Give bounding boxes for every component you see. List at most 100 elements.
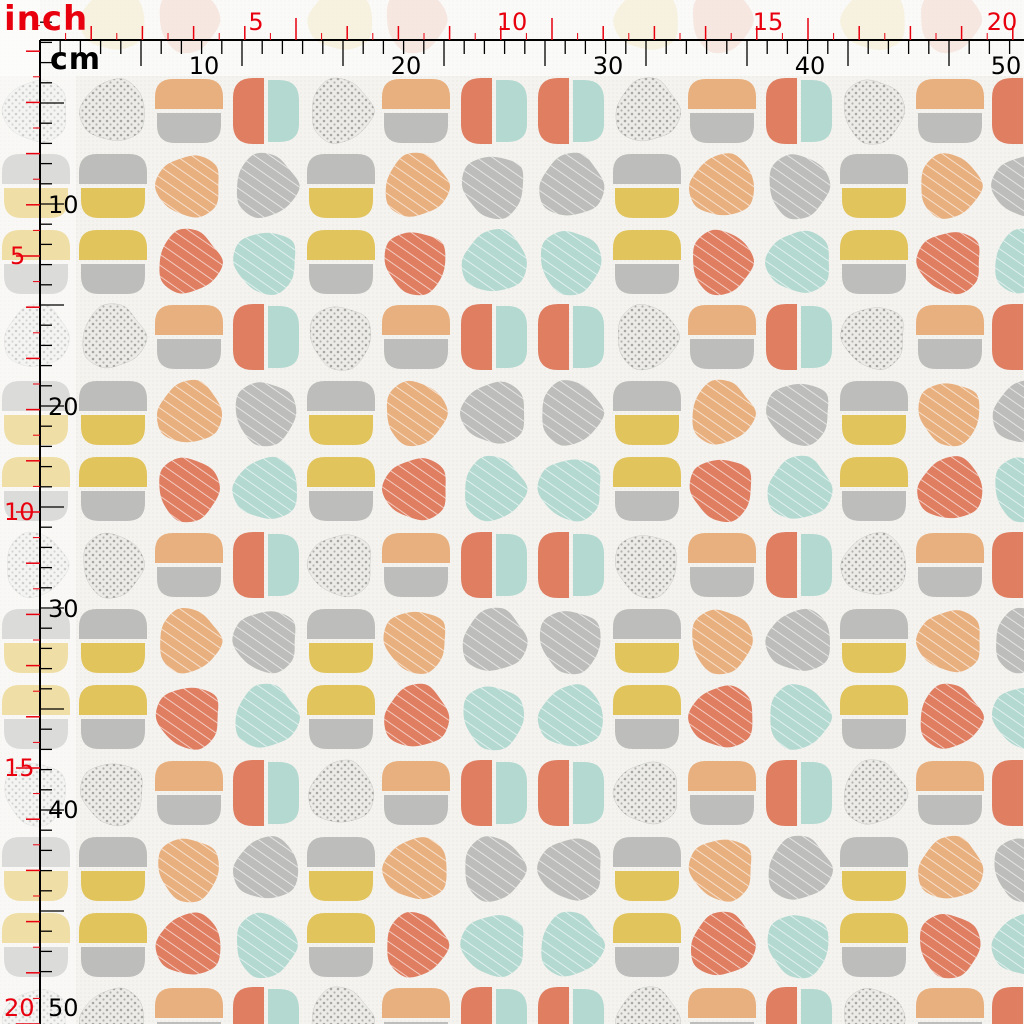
motif-coral-mint-split bbox=[461, 987, 527, 1024]
motif-orange-grey-split bbox=[916, 533, 984, 597]
motif-coral-mint-split bbox=[538, 304, 604, 370]
motif-coral-mint-split bbox=[538, 760, 604, 826]
motif-mint-hatched-blob bbox=[764, 230, 829, 293]
motif-coral-mint-split bbox=[766, 760, 832, 826]
motif-yellow-grey-split bbox=[840, 685, 908, 749]
motif-grey-yellow-split bbox=[79, 381, 147, 445]
motif-mint-hatched-blob bbox=[995, 228, 1024, 294]
motif-orange-grey-split bbox=[688, 533, 756, 597]
motif-coral-mint-split bbox=[992, 304, 1023, 370]
motif-grey-yellow-split bbox=[840, 154, 908, 218]
motif-yellow-grey-split bbox=[79, 457, 147, 521]
motif-orange-hatched-blob bbox=[688, 839, 752, 902]
motif-mint-hatched-blob bbox=[537, 459, 601, 522]
motif-yellow-grey-split bbox=[840, 457, 908, 521]
motif-coral-mint-split bbox=[538, 532, 604, 598]
motif-grey-dotted-circle bbox=[311, 986, 375, 1024]
motif-coral-hatched-blob bbox=[689, 459, 752, 523]
motif-coral-hatched-blob bbox=[693, 229, 755, 296]
motif-coral-mint-split bbox=[538, 78, 604, 144]
motif-yellow-grey-split bbox=[307, 230, 375, 294]
motif-grey-hatched-blob bbox=[769, 154, 831, 220]
motif-grey-hatched-blob bbox=[539, 611, 601, 675]
motif-coral-mint-split bbox=[233, 532, 299, 598]
motif-mint-hatched-blob bbox=[460, 915, 524, 978]
motif-coral-mint-split bbox=[233, 78, 299, 144]
motif-grey-dotted-circle bbox=[618, 304, 680, 371]
motif-grey-hatched-blob bbox=[992, 380, 1024, 443]
motif-yellow-grey-split bbox=[613, 913, 681, 977]
motif-grey-dotted-circle bbox=[309, 306, 371, 371]
motif-orange-grey-split bbox=[382, 79, 450, 143]
motif-grey-hatched-blob bbox=[465, 836, 527, 902]
motif-coral-hatched-blob bbox=[159, 228, 223, 294]
motif-orange-hatched-blob bbox=[156, 379, 223, 443]
motif-coral-hatched-blob bbox=[917, 456, 983, 519]
motif-coral-mint-split bbox=[233, 987, 299, 1024]
motif-coral-hatched-blob bbox=[920, 913, 981, 979]
motif-grey-dotted-circle bbox=[83, 532, 145, 599]
motif-coral-hatched-blob bbox=[916, 232, 980, 295]
motif-grey-yellow-split bbox=[2, 154, 70, 218]
motif-orange-hatched-blob bbox=[386, 380, 448, 447]
motif-grey-hatched-blob bbox=[461, 156, 524, 220]
motif-grey-yellow-split bbox=[2, 609, 70, 673]
motif-yellow-grey-split bbox=[307, 913, 375, 977]
motif-grey-yellow-split bbox=[613, 154, 681, 218]
motif-grey-dotted-circle bbox=[1, 989, 66, 1024]
motif-yellow-grey-split bbox=[2, 685, 70, 749]
cm-unit-label: cm bbox=[50, 42, 102, 77]
motif-grey-dotted-circle bbox=[82, 303, 148, 369]
motif-grey-yellow-split bbox=[2, 837, 70, 901]
motif-grey-hatched-blob bbox=[462, 607, 528, 671]
motif-orange-hatched-blob bbox=[921, 153, 983, 219]
motif-grey-hatched-blob bbox=[235, 382, 297, 447]
motif-yellow-grey-split bbox=[307, 685, 375, 749]
motif-coral-hatched-blob bbox=[387, 912, 450, 978]
motif-grey-hatched-blob bbox=[232, 611, 296, 674]
motif-orange-grey-split bbox=[688, 79, 756, 143]
motif-coral-hatched-blob bbox=[384, 683, 450, 747]
motif-yellow-grey-split bbox=[613, 230, 681, 294]
motif-grey-yellow-split bbox=[840, 609, 908, 673]
motif-orange-hatched-blob bbox=[382, 837, 447, 900]
motif-grey-yellow-split bbox=[613, 381, 681, 445]
motif-orange-grey-split bbox=[916, 761, 984, 825]
motif-grey-yellow-split bbox=[2, 381, 70, 445]
motif-mint-hatched-blob bbox=[465, 455, 528, 522]
motif-grey-yellow-split bbox=[307, 381, 375, 445]
motif-grey-dotted-circle bbox=[612, 761, 678, 825]
motif-orange-grey-split bbox=[688, 305, 756, 369]
motif-coral-mint-split bbox=[766, 78, 832, 144]
motif-mint-hatched-blob bbox=[233, 232, 296, 295]
motif-grey-hatched-blob bbox=[236, 152, 300, 219]
motif-mint-hatched-blob bbox=[770, 684, 832, 750]
motif-grey-yellow-split bbox=[79, 837, 147, 901]
motif-yellow-grey-split bbox=[840, 913, 908, 977]
motif-orange-grey-split bbox=[382, 761, 450, 825]
motif-mint-hatched-blob bbox=[995, 457, 1024, 523]
motif-grey-yellow-split bbox=[307, 609, 375, 673]
motif-orange-grey-split bbox=[155, 761, 223, 825]
motif-orange-hatched-blob bbox=[689, 153, 755, 216]
motif-grey-dotted-circle bbox=[840, 532, 906, 595]
motif-grey-dotted-circle bbox=[615, 77, 681, 142]
motif-grey-hatched-blob bbox=[996, 607, 1024, 674]
motif-coral-mint-split bbox=[766, 987, 832, 1024]
motif-grey-dotted-circle bbox=[80, 763, 143, 827]
motif-coral-mint-split bbox=[766, 304, 832, 370]
motif-coral-mint-split bbox=[461, 304, 527, 370]
motif-grey-dotted-circle bbox=[308, 759, 374, 823]
motif-coral-mint-split bbox=[992, 760, 1023, 826]
motif-grey-dotted-circle bbox=[843, 759, 909, 825]
motif-orange-hatched-blob bbox=[916, 610, 980, 673]
motif-yellow-grey-split bbox=[2, 913, 70, 977]
motif-mint-hatched-blob bbox=[767, 915, 829, 979]
motif-coral-mint-split bbox=[461, 532, 527, 598]
motif-coral-mint-split bbox=[233, 304, 299, 370]
motif-grey-dotted-circle bbox=[615, 986, 681, 1024]
motif-mint-hatched-blob bbox=[767, 455, 833, 519]
motif-mint-hatched-blob bbox=[235, 683, 300, 748]
motif-grey-dotted-circle bbox=[4, 303, 70, 367]
motif-mint-hatched-blob bbox=[991, 687, 1024, 749]
